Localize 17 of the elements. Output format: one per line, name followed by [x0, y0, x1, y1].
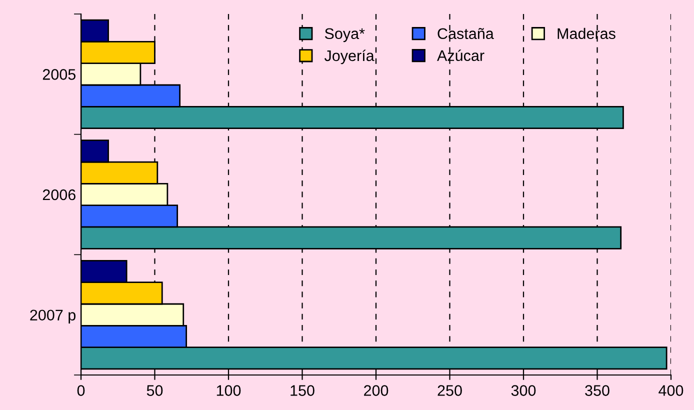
legend-label: Castaña — [438, 28, 494, 40]
legend-label: Azúcar — [437, 50, 484, 62]
legend-label: Joyería — [324, 50, 374, 64]
x-tick-label: 50 — [146, 385, 163, 396]
x-tick-label: 100 — [216, 385, 241, 396]
legend-label: Maderas — [558, 28, 616, 40]
x-tick-label: 150 — [290, 385, 314, 396]
y-tick-label: 2006 — [42, 189, 76, 200]
x-tick-label: 400 — [658, 385, 684, 396]
x-tick-label: 350 — [585, 385, 610, 396]
legend-label: Soya* — [324, 28, 365, 42]
x-tick-label: 200 — [364, 385, 388, 396]
y-tick-label: 2005 — [42, 69, 76, 80]
y-tick-label: 2007 p — [30, 310, 76, 324]
x-tick-label: 300 — [511, 385, 536, 396]
x-tick-label: 0 — [77, 385, 85, 396]
x-tick-label: 250 — [438, 385, 462, 396]
